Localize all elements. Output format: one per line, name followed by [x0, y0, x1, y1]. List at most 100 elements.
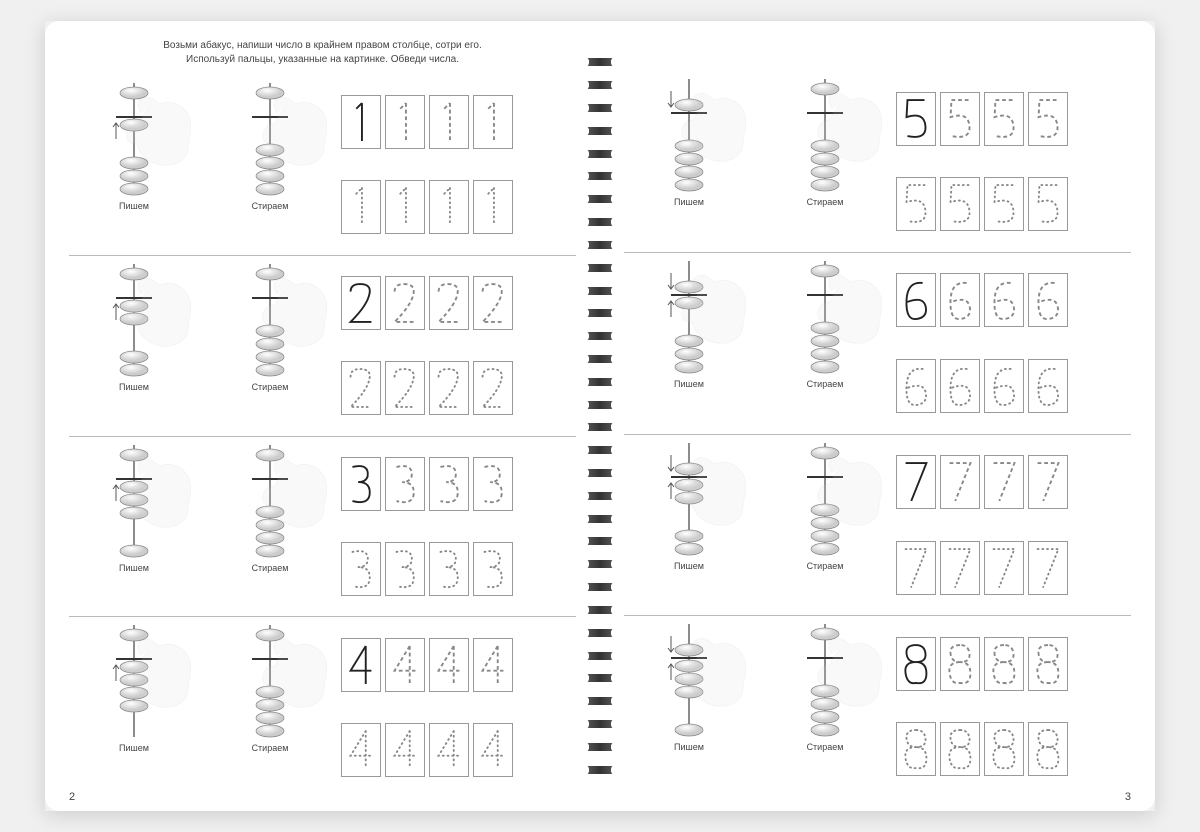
- trace-cell: [896, 177, 936, 231]
- digit-1-trace: [431, 182, 467, 232]
- hand-icon: [810, 630, 890, 720]
- trace-cell: [1028, 177, 1068, 231]
- trace-row: [896, 92, 1131, 146]
- trace-cell: [1028, 455, 1068, 509]
- erase-label: Стираем: [252, 382, 289, 392]
- trace-row: [341, 276, 576, 330]
- digit-1-trace: [387, 97, 423, 147]
- digit-8-trace: [898, 639, 934, 689]
- hand-icon: [255, 631, 335, 721]
- hand-icon: [119, 270, 199, 360]
- trace-cell: [940, 177, 980, 231]
- digit-7-trace: [1030, 457, 1066, 507]
- digit-1-trace: [343, 97, 379, 147]
- trace-row: [341, 457, 576, 511]
- abacus-write: Пишем: [69, 79, 199, 251]
- trace-cell: [341, 457, 381, 511]
- abacus-write: Пишем: [624, 257, 754, 430]
- trace-cell: [385, 361, 425, 415]
- erase-label: Стираем: [807, 197, 844, 207]
- trace-cell: [984, 273, 1024, 327]
- abacus-write: Пишем: [69, 441, 199, 613]
- digit-8-trace: [986, 724, 1022, 774]
- exercise-row: Пишем Стираем: [624, 253, 1131, 435]
- trace-cell: [1028, 722, 1068, 776]
- hand-icon: [674, 449, 754, 539]
- digit-6-trace: [1030, 275, 1066, 325]
- abacus-erase: Стираем: [760, 439, 890, 612]
- trace-cell: [984, 722, 1024, 776]
- tracing-column: [896, 257, 1131, 430]
- digit-8-trace: [1030, 724, 1066, 774]
- digit-6-trace: [942, 275, 978, 325]
- trace-cell: [385, 95, 425, 149]
- digit-8-trace: [898, 724, 934, 774]
- trace-row: [341, 361, 576, 415]
- abacus-write: Пишем: [624, 75, 754, 248]
- erase-label: Стираем: [807, 561, 844, 571]
- abacus-write: Пишем: [69, 621, 199, 793]
- digit-8-trace: [942, 724, 978, 774]
- digit-3-trace: [431, 544, 467, 594]
- trace-cell: [473, 276, 513, 330]
- trace-cell: [341, 276, 381, 330]
- trace-row: [341, 638, 576, 692]
- trace-cell: [385, 457, 425, 511]
- trace-cell: [984, 637, 1024, 691]
- digit-6-trace: [898, 361, 934, 411]
- digit-8-trace: [1030, 639, 1066, 689]
- exercise-row: Пишем Стираем: [624, 435, 1131, 617]
- trace-cell: [896, 359, 936, 413]
- trace-cell: [940, 273, 980, 327]
- trace-row: [341, 95, 576, 149]
- trace-cell: [341, 361, 381, 415]
- digit-2-trace: [387, 278, 423, 328]
- digit-5-trace: [986, 179, 1022, 229]
- tracing-column: [341, 260, 576, 432]
- hand-icon: [810, 267, 890, 357]
- instructions: Возьми абакус, напиши число в крайнем пр…: [69, 39, 576, 67]
- digit-7-trace: [986, 543, 1022, 593]
- write-label: Пишем: [119, 743, 149, 753]
- digit-4-trace: [387, 640, 423, 690]
- digit-3-trace: [431, 459, 467, 509]
- digit-2-trace: [475, 278, 511, 328]
- spacer: [624, 39, 1131, 71]
- digit-7-trace: [898, 457, 934, 507]
- digit-7-trace: [942, 457, 978, 507]
- abacus-erase: Стираем: [205, 79, 335, 251]
- digit-2-trace: [431, 278, 467, 328]
- tracing-column: [896, 620, 1131, 793]
- instruction-line-2: Используй пальцы, указанные на картинке.…: [109, 53, 536, 67]
- erase-label: Стираем: [807, 742, 844, 752]
- trace-cell: [940, 359, 980, 413]
- trace-cell: [940, 455, 980, 509]
- hand-icon: [255, 451, 335, 541]
- trace-cell: [385, 276, 425, 330]
- trace-cell: [1028, 637, 1068, 691]
- digit-5-trace: [898, 94, 934, 144]
- trace-cell: [429, 638, 469, 692]
- trace-cell: [429, 542, 469, 596]
- trace-row: [896, 455, 1131, 509]
- tracing-column: [896, 439, 1131, 612]
- trace-row: [896, 177, 1131, 231]
- trace-cell: [1028, 92, 1068, 146]
- instruction-line-1: Возьми абакус, напиши число в крайнем пр…: [109, 39, 536, 53]
- trace-cell: [896, 92, 936, 146]
- page-number-left: 2: [69, 791, 75, 803]
- abacus-erase: Стираем: [760, 257, 890, 430]
- hand-icon: [119, 451, 199, 541]
- trace-cell: [385, 542, 425, 596]
- trace-row: [341, 723, 576, 777]
- digit-5-trace: [898, 179, 934, 229]
- erase-label: Стираем: [807, 379, 844, 389]
- hand-icon: [255, 270, 335, 360]
- digit-5-trace: [942, 179, 978, 229]
- trace-cell: [984, 359, 1024, 413]
- trace-cell: [341, 95, 381, 149]
- digit-4-trace: [343, 640, 379, 690]
- tracing-column: [341, 621, 576, 793]
- trace-row: [896, 359, 1131, 413]
- digit-1-trace: [343, 182, 379, 232]
